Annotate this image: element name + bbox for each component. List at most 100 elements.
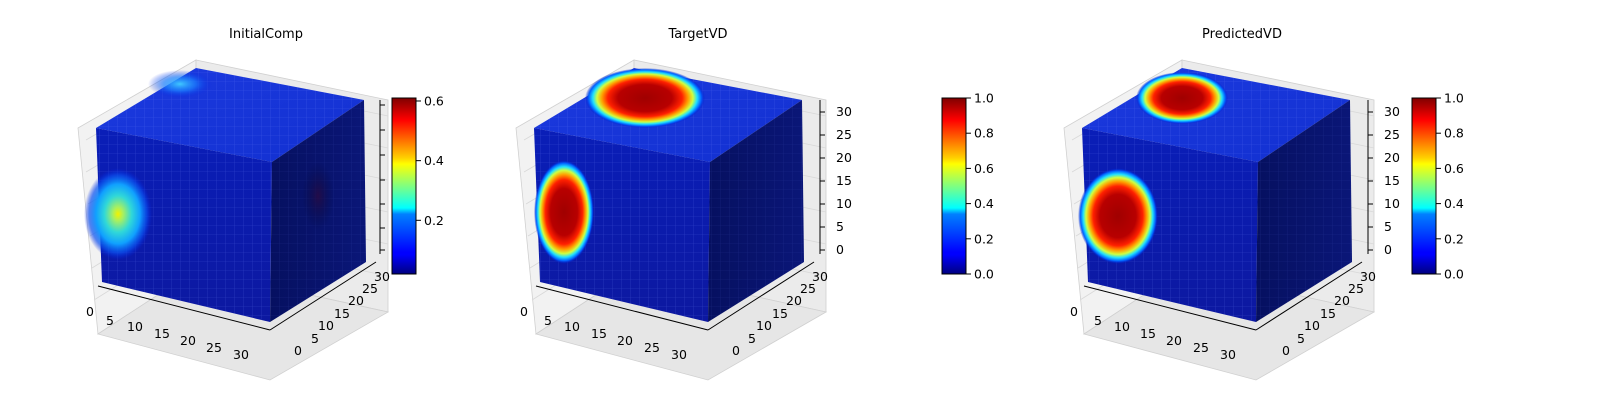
z-tick: 15: [1384, 173, 1400, 188]
y-tick: 15: [772, 306, 788, 321]
x-tick: 25: [1193, 340, 1209, 355]
y-tick: 5: [311, 331, 319, 346]
colorbar-strip: [392, 98, 416, 274]
panel-predictedvd: PredictedVD 0 5 10 15 20 25 30: [1063, 27, 1464, 381]
x-tick: 5: [106, 313, 114, 328]
x-axis: 0 5 10 15 20 25 30: [1070, 285, 1257, 362]
y-tick: 5: [748, 331, 756, 346]
y-axis: 0 5 10 15 20 25 30: [269, 261, 390, 358]
y-axis: 0 5 10 15 20 25 30: [707, 261, 828, 358]
colorbar-tick-label: 1.0: [1444, 91, 1464, 106]
colorbar-tick-label: 0.2: [1444, 231, 1464, 246]
x-tick: 30: [233, 347, 249, 362]
z-axis: 0 5 10 15 20 25 30: [1367, 100, 1400, 257]
z-tick: 10: [836, 196, 852, 211]
colorbar-ticks: 0.0 0.2 0.4 0.6 0.8 1.0: [966, 91, 994, 282]
x-tick: 10: [1114, 319, 1130, 334]
y-tick: 30: [374, 269, 390, 284]
y-tick: 20: [348, 293, 364, 308]
x-tick: 20: [180, 333, 196, 348]
y-axis: 0 5 10 15 20 25 30: [1255, 261, 1376, 358]
colorbar: 0.0 0.2 0.4 0.6 0.8 1.0: [1411, 91, 1464, 282]
y-tick: 20: [786, 293, 802, 308]
x-tick: 15: [154, 326, 170, 341]
z-axis: 0 5 10 15 20 25 30: [819, 100, 852, 257]
z-tick: 5: [1384, 219, 1392, 234]
y-tick: 25: [362, 281, 378, 296]
colorbar-tick-label: 0.8: [1444, 126, 1464, 141]
cube: [1078, 68, 1352, 322]
colorbar-tick-label: 0.0: [974, 267, 994, 282]
y-tick: 15: [1320, 306, 1336, 321]
colorbar: 0.0 0.2 0.4 0.6 0.8 1.0: [941, 91, 994, 282]
x-tick: 20: [1166, 333, 1182, 348]
x-tick: 25: [644, 340, 660, 355]
blob-top: [1136, 72, 1228, 124]
z-tick: 15: [836, 173, 852, 188]
colorbar-tick-label: 1.0: [974, 91, 994, 106]
colorbar-tick-label: 0.6: [424, 93, 444, 108]
z-tick: 25: [1384, 127, 1400, 142]
blob-front: [1078, 168, 1158, 264]
y-tick: 10: [1304, 318, 1320, 333]
panel-title: TargetVD: [667, 27, 727, 42]
x-tick: 20: [617, 333, 633, 348]
cube: [534, 68, 804, 322]
x-tick: 0: [1070, 304, 1078, 319]
y-tick: 30: [1360, 269, 1376, 284]
colorbar-strip: [1412, 98, 1436, 274]
panel-targetvd: TargetVD 0 5 10 15 20 25 30: [515, 27, 994, 381]
x-tick: 15: [591, 326, 607, 341]
y-tick: 0: [732, 343, 740, 358]
y-tick: 25: [800, 281, 816, 296]
colorbar-ticks: 0.2 0.4 0.6: [416, 93, 444, 228]
x-tick: 10: [564, 319, 580, 334]
z-tick: 5: [836, 219, 844, 234]
colorbar-tick-label: 0.6: [1444, 161, 1464, 176]
y-tick: 20: [1334, 293, 1350, 308]
x-tick: 15: [1140, 326, 1156, 341]
panel-title: InitialComp: [229, 27, 303, 42]
panel-initialcomp: InitialComp 0 5 10 15 20 25: [77, 27, 444, 381]
cube: [84, 68, 366, 322]
colorbar-tick-label: 0.0: [1444, 267, 1464, 282]
blob-top: [148, 70, 212, 98]
x-axis: 0 5 10 15 20 25 30: [86, 285, 271, 362]
blob-front: [84, 168, 152, 260]
colorbar-tick-label: 0.2: [424, 213, 444, 228]
colorbar-tick-label: 0.8: [974, 126, 994, 141]
x-tick: 30: [671, 347, 687, 362]
colorbar-strip: [942, 98, 966, 274]
y-tick: 0: [294, 343, 302, 358]
x-axis: 0 5 10 15 20 25 30: [520, 285, 709, 362]
blob-right: [302, 162, 334, 230]
colorbar-tick-label: 0.4: [974, 196, 994, 211]
y-tick: 10: [756, 318, 772, 333]
z-axis: [379, 100, 385, 254]
x-tick: 0: [520, 304, 528, 319]
x-tick: 5: [544, 313, 552, 328]
z-tick: 0: [836, 242, 844, 257]
x-tick: 0: [86, 304, 94, 319]
blob-top: [585, 68, 705, 128]
z-tick: 0: [1384, 242, 1392, 257]
y-tick: 25: [1348, 281, 1364, 296]
z-tick: 30: [1384, 104, 1400, 119]
panel-title: PredictedVD: [1202, 27, 1282, 42]
colorbar-tick-label: 0.4: [424, 153, 444, 168]
z-tick: 10: [1384, 196, 1400, 211]
y-tick: 0: [1282, 343, 1290, 358]
colorbar-tick-label: 0.2: [974, 231, 994, 246]
x-tick: 30: [1220, 347, 1236, 362]
z-tick: 20: [836, 150, 852, 165]
y-tick: 10: [318, 318, 334, 333]
x-tick: 10: [127, 319, 143, 334]
z-tick: 20: [1384, 150, 1400, 165]
blob-front: [534, 160, 594, 264]
colorbar-ticks: 0.0 0.2 0.4 0.6 0.8 1.0: [1436, 91, 1464, 282]
z-tick: 25: [836, 127, 852, 142]
x-tick: 5: [1094, 313, 1102, 328]
colorbar: 0.2 0.4 0.6: [391, 93, 444, 275]
y-tick: 30: [812, 269, 828, 284]
